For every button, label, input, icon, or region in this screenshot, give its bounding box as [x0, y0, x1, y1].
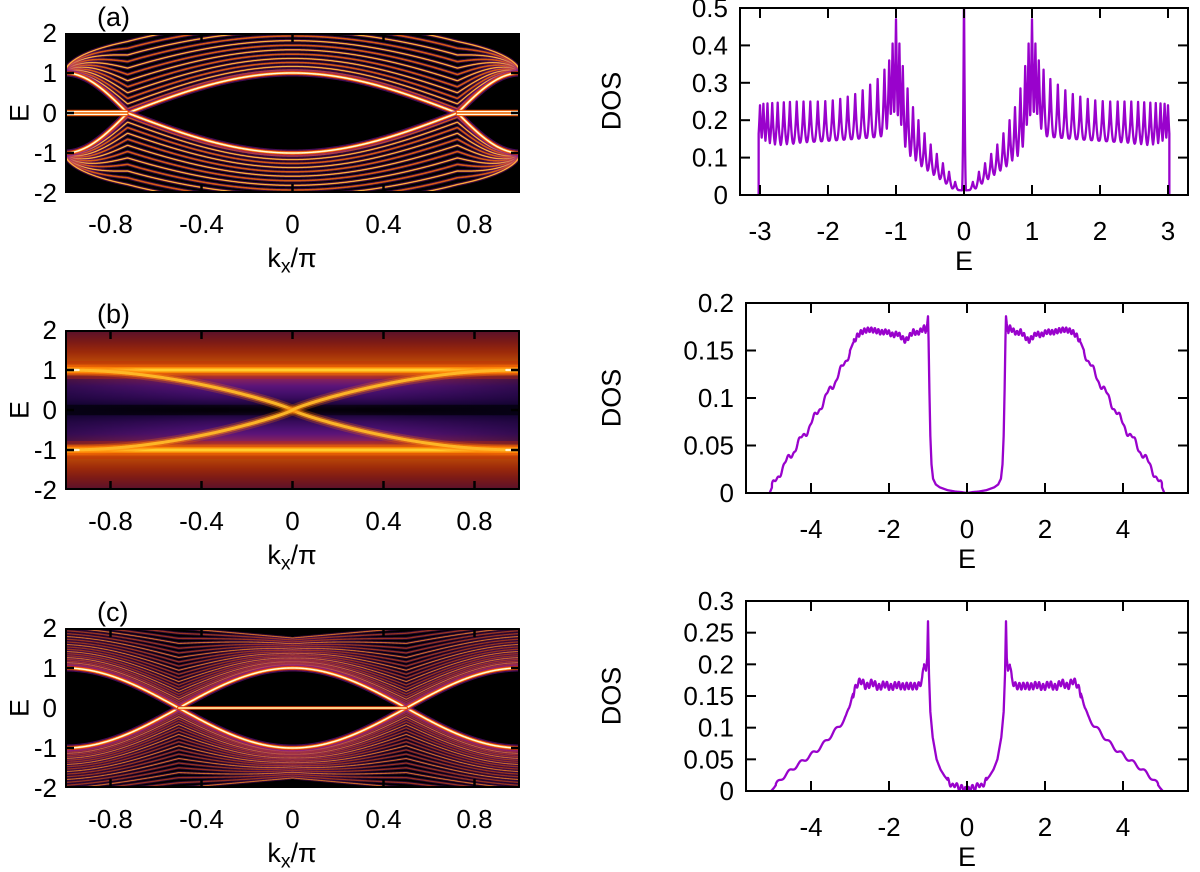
y-tick-label: -1	[34, 733, 57, 763]
dos-curve-c	[770, 620, 1164, 791]
y-tick-label: 0.2	[698, 288, 734, 318]
y-tick-label: 0.25	[683, 618, 734, 648]
x-tick-label: -4	[799, 812, 822, 842]
x-tick-label: 0.8	[456, 209, 492, 239]
y-tick-label: 0.3	[692, 68, 728, 98]
y-tick-label: 1	[43, 355, 57, 385]
band-structure-heatmap-c	[65, 628, 520, 788]
y-axis-label-band-a: E	[4, 103, 35, 123]
x-tick-label: -0.4	[179, 804, 224, 834]
y-tick-label: -2	[34, 178, 57, 208]
y-tick-label: 0.15	[683, 336, 734, 366]
y-tick-label: 0	[720, 776, 734, 806]
band-structure-heatmap-a	[65, 33, 520, 193]
x-tick-label: 0.4	[365, 209, 401, 239]
x-tick-label: -0.8	[88, 506, 133, 536]
y-tick-label: -1	[34, 138, 57, 168]
x-tick-label: 4	[1116, 514, 1130, 544]
x-tick-label: 2	[1038, 812, 1052, 842]
y-tick-label: 1	[43, 58, 57, 88]
x-tick-label: 0	[957, 216, 971, 246]
x-axis-label-band-a: kx/π	[267, 243, 316, 278]
y-tick-label: 0.5	[692, 0, 728, 23]
y-tick-label: 2	[43, 18, 57, 48]
x-tick-label: 0.8	[456, 804, 492, 834]
kx-label-k: k	[267, 540, 281, 570]
y-tick-label: 0.2	[698, 649, 734, 679]
x-axis-label-band-b: kx/π	[267, 540, 316, 575]
panel-label-a: (a)	[97, 2, 130, 32]
x-tick-label: -2	[877, 812, 900, 842]
x-tick-label: 0	[285, 209, 299, 239]
y-tick-label: 0	[714, 180, 728, 210]
x-tick-label: -0.8	[88, 209, 133, 239]
x-tick-label: 0	[285, 506, 299, 536]
kx-label-k: k	[267, 243, 281, 273]
y-axis-label-band-c: E	[4, 698, 35, 718]
y-tick-label: 0.1	[698, 383, 734, 413]
y-axis-label-band-b: E	[4, 400, 35, 420]
x-tick-label: -4	[799, 514, 822, 544]
kx-label-over-pi: /π	[290, 243, 317, 273]
plot-frame-c	[745, 600, 1189, 792]
y-tick-label: 0	[720, 478, 734, 508]
x-tick-label: -1	[884, 216, 907, 246]
y-tick-label: 0.15	[683, 681, 734, 711]
x-tick-label: 0.4	[365, 506, 401, 536]
x-tick-label: 2	[1093, 216, 1107, 246]
x-tick-label: 0	[960, 812, 974, 842]
y-axis-label-dos-c: DOS	[596, 666, 627, 726]
x-axis-label-dos-a: E	[954, 246, 974, 276]
x-tick-label: -0.4	[179, 506, 224, 536]
y-tick-label: 0.05	[683, 744, 734, 774]
y-tick-label: 0.1	[692, 143, 728, 173]
x-tick-label: 2	[1038, 514, 1052, 544]
kx-label-sub-x: x	[280, 850, 291, 872]
x-tick-label: 4	[1116, 812, 1130, 842]
x-tick-label: 0	[960, 514, 974, 544]
x-tick-label: -3	[748, 216, 771, 246]
kx-label-over-pi: /π	[290, 540, 317, 570]
x-axis-label-band-c: kx/π	[267, 838, 316, 872]
y-tick-label: 0	[43, 98, 57, 128]
y-tick-label: 1	[43, 653, 57, 683]
y-tick-label: 0.05	[683, 431, 734, 461]
y-axis-label-dos-a: DOS	[596, 71, 627, 131]
dos-curve-a	[757, 8, 1171, 195]
y-tick-label: 0.2	[692, 105, 728, 135]
x-axis-label-dos-c: E	[957, 842, 977, 872]
y-tick-label: -2	[34, 773, 57, 803]
x-tick-label: 0.4	[365, 804, 401, 834]
kx-label-sub-x: x	[280, 552, 291, 575]
y-tick-label: -2	[34, 475, 57, 505]
plot-frame-b	[745, 302, 1189, 494]
y-tick-label: 0	[43, 693, 57, 723]
x-tick-label: 0.8	[456, 506, 492, 536]
y-tick-label: 0	[43, 395, 57, 425]
dos-curve-b	[768, 315, 1166, 493]
x-tick-label: -0.8	[88, 804, 133, 834]
y-axis-label-dos-b: DOS	[596, 368, 627, 428]
band-structure-heatmap-b	[65, 330, 520, 490]
x-tick-label: 0	[285, 804, 299, 834]
panel-label-c: (c)	[97, 597, 129, 627]
kx-label-sub-x: x	[280, 255, 291, 278]
y-tick-label: 0.3	[698, 586, 734, 616]
x-tick-label: 1	[1025, 216, 1039, 246]
x-tick-label: -2	[877, 514, 900, 544]
y-tick-label: 2	[43, 613, 57, 643]
panel-label-b: (b)	[97, 299, 130, 329]
y-tick-label: -1	[34, 435, 57, 465]
x-tick-label: 3	[1161, 216, 1175, 246]
kx-label-over-pi: /π	[290, 838, 317, 868]
x-tick-label: -2	[816, 216, 839, 246]
y-tick-label: 0.1	[698, 713, 734, 743]
y-tick-label: 0.4	[692, 30, 728, 60]
x-tick-label: -0.4	[179, 209, 224, 239]
kx-label-k: k	[267, 838, 281, 868]
y-tick-label: 2	[43, 315, 57, 345]
x-axis-label-dos-b: E	[957, 544, 977, 574]
